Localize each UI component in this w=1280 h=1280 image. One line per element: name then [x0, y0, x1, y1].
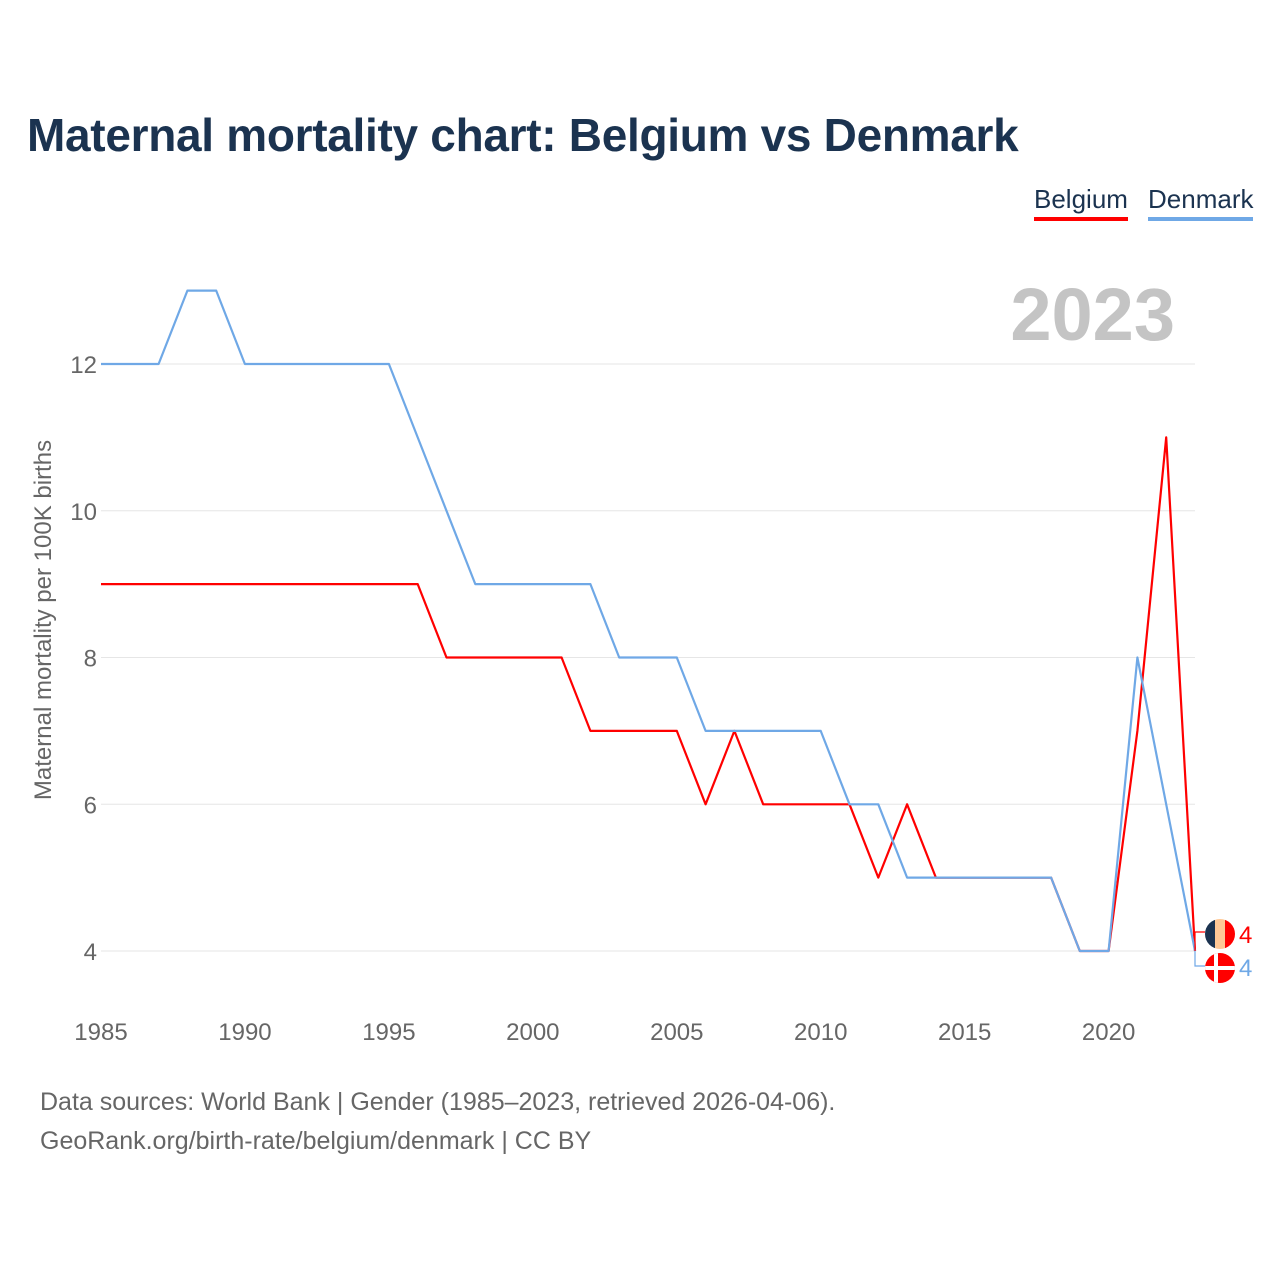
belgium-flag-icon [1205, 919, 1215, 949]
series-line-belgium [101, 436, 1197, 953]
x-tick-label: 2010 [794, 1019, 847, 1046]
x-tick-label: 1985 [74, 1019, 127, 1046]
x-tick-label: 1990 [218, 1019, 271, 1046]
source-url[interactable]: GeoRank.org/birth-rate/belgium/denmark |… [40, 1127, 592, 1155]
legend-belgium[interactable]: Belgium [1034, 184, 1128, 221]
chart-title: Maternal mortality chart: Belgium vs Den… [27, 109, 1019, 161]
y-tick-label: 10 [70, 499, 97, 526]
denmark-flag-cross [1205, 966, 1235, 970]
x-tick-label: 1995 [362, 1019, 415, 1046]
x-tick-label: 2020 [1082, 1019, 1135, 1046]
belgium-flag-icon [1215, 919, 1225, 949]
y-tick-label: 12 [70, 352, 97, 379]
x-tick-label: 2015 [938, 1019, 991, 1046]
source-line: Data sources: World Bank | Gender (1985–… [40, 1088, 836, 1116]
connector-belgium [1194, 931, 1205, 951]
y-axis-label: Maternal mortality per 100K births [30, 440, 57, 800]
y-tick-label: 6 [84, 792, 97, 819]
x-tick-label: 2005 [650, 1019, 703, 1046]
y-tick-label: 8 [84, 646, 97, 673]
end-label-denmark: 4 [1239, 955, 1252, 982]
legend-denmark[interactable]: Denmark [1148, 184, 1254, 221]
y-tick-label: 4 [84, 939, 97, 966]
end-label-belgium: 4 [1239, 922, 1252, 949]
belgium-flag-icon [1225, 919, 1235, 949]
x-tick-label: 2000 [506, 1019, 559, 1046]
series-line-denmark [101, 289, 1197, 953]
connector-denmark [1194, 951, 1205, 967]
year-label: 2023 [1010, 273, 1175, 356]
